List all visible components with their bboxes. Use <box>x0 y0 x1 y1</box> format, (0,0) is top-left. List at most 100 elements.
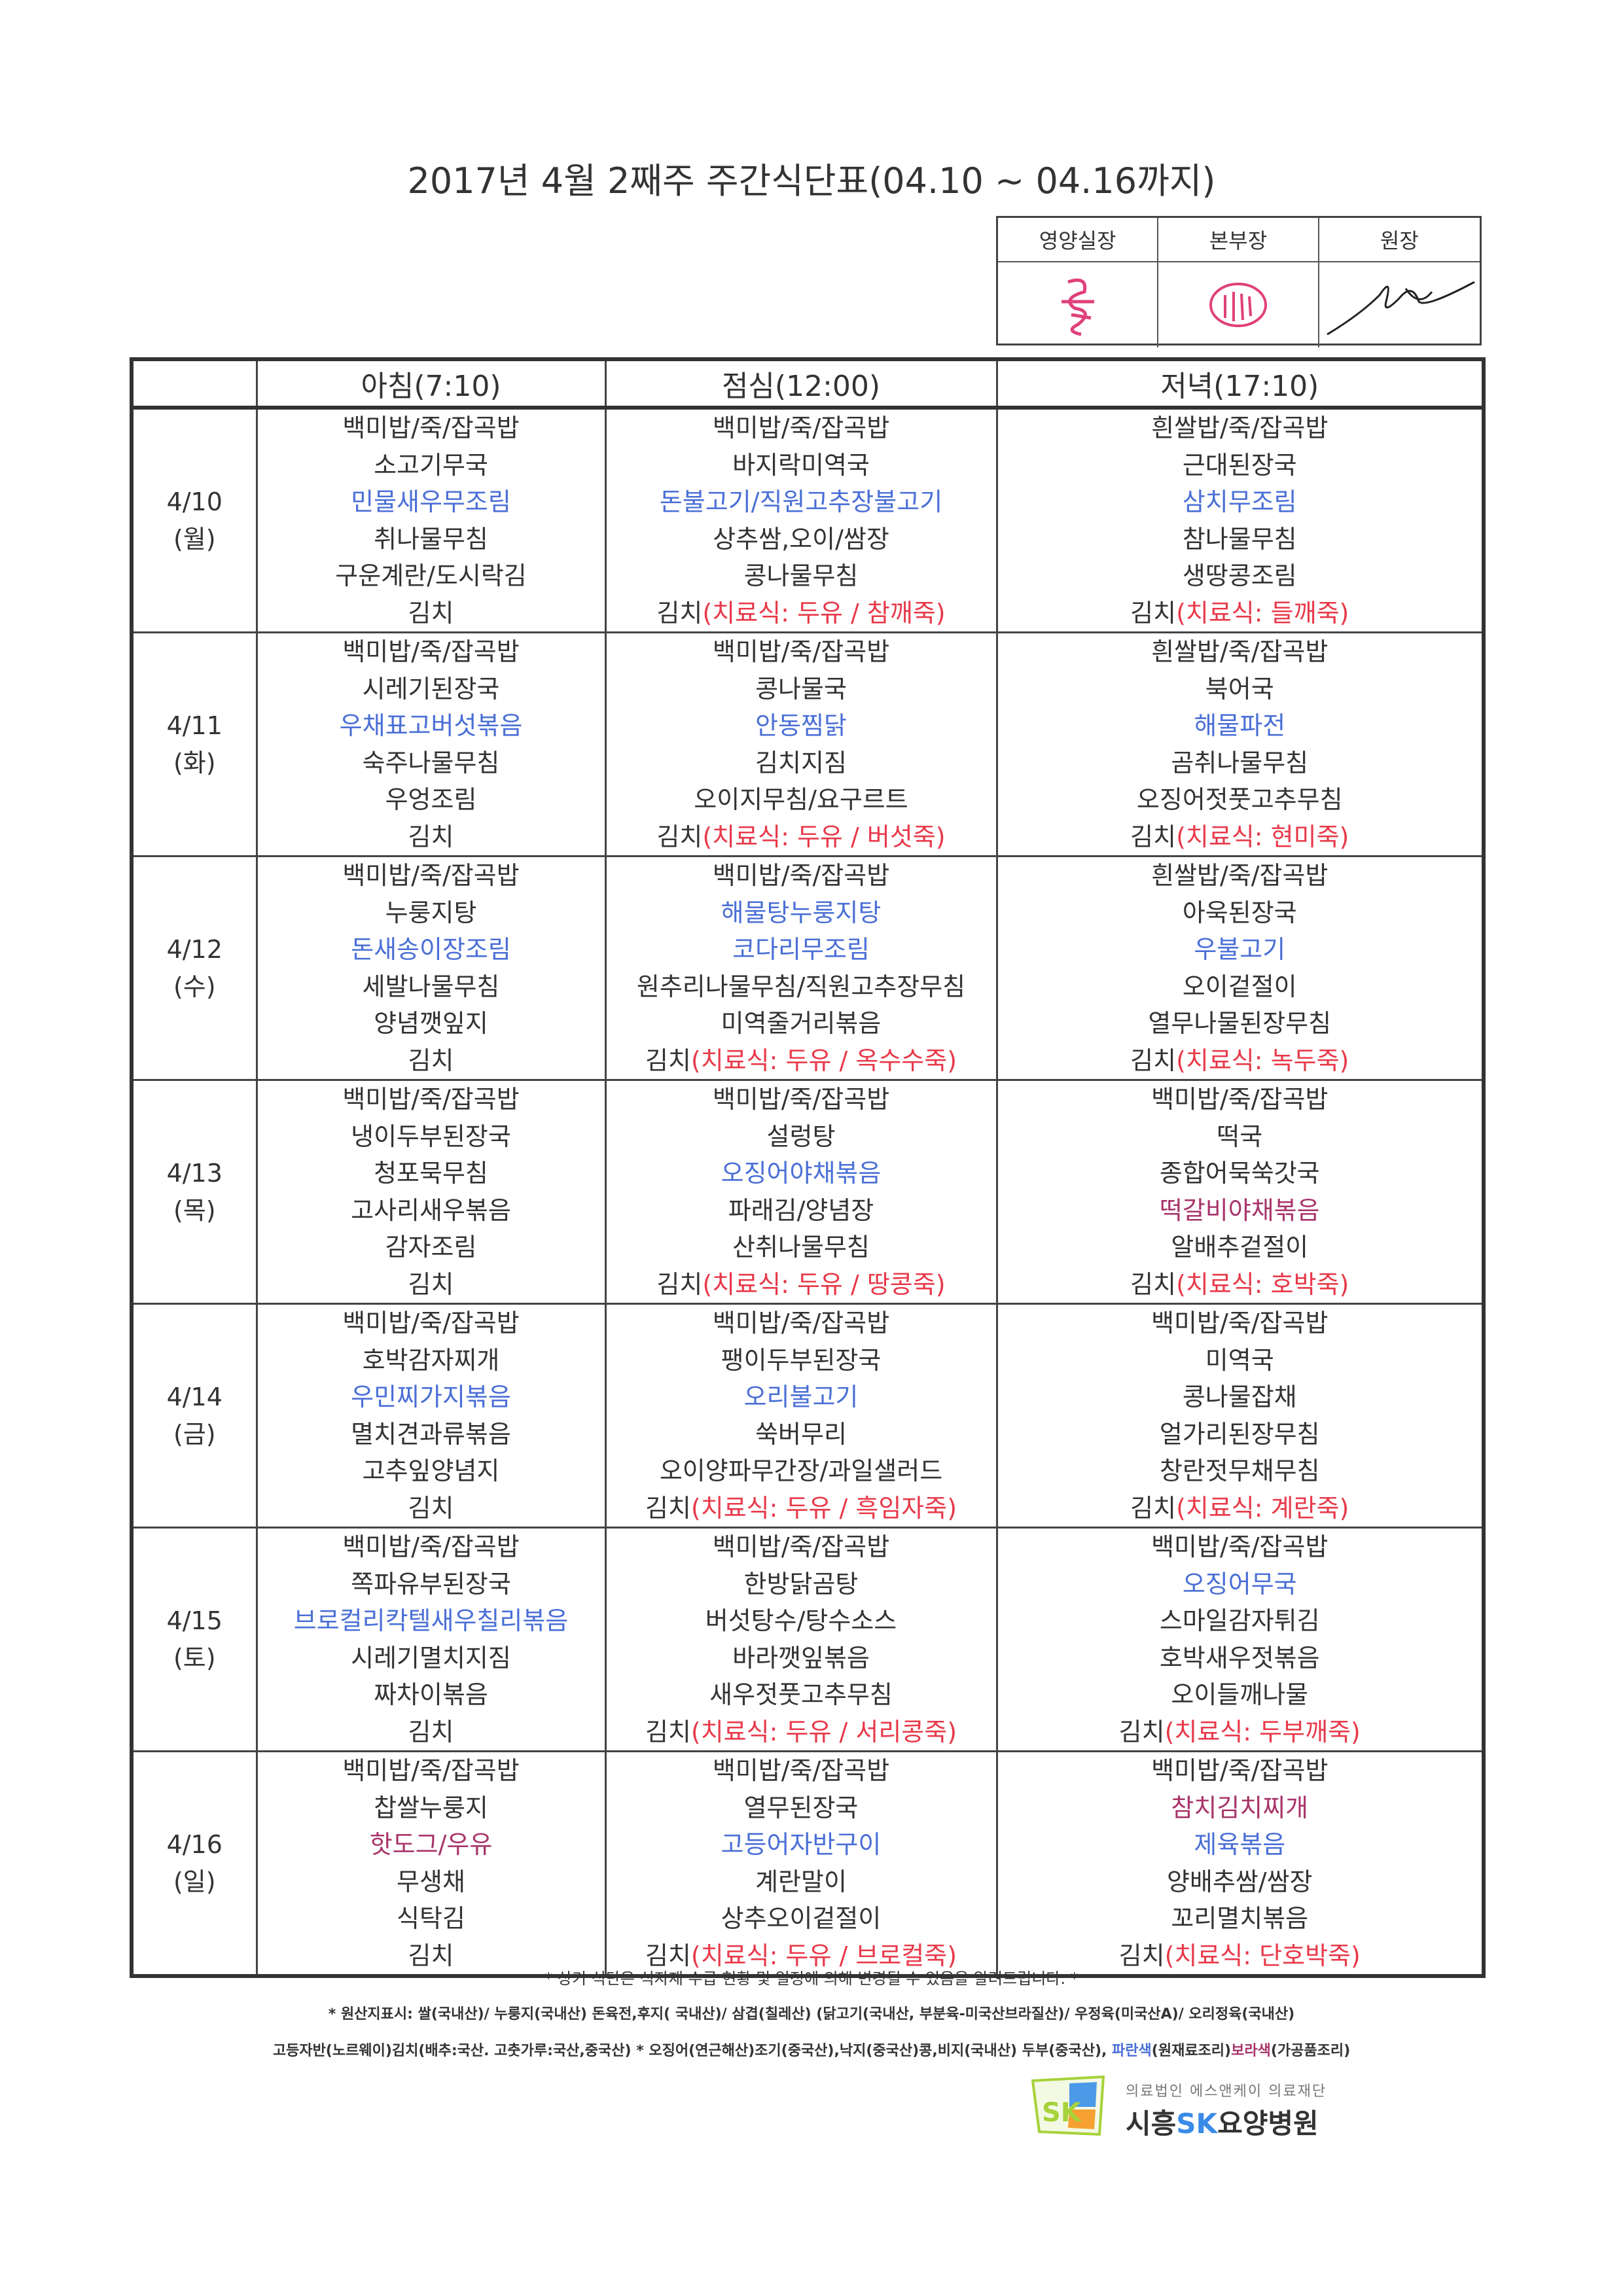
menu-item-text: 백미밥/죽/잡곡밥 <box>342 1532 520 1561</box>
menu-item: 김치(치료식: 두유 / 흑임자죽) <box>607 1490 996 1527</box>
menu-item-text: 흰쌀밥/죽/잡곡밥 <box>1151 414 1329 442</box>
date: 4/13 <box>166 1159 223 1188</box>
menu-item-text: 창란젓무채무침 <box>1159 1457 1320 1485</box>
menu-item-text: 한방닭곰탕 <box>743 1569 859 1598</box>
date: 4/16 <box>166 1830 223 1859</box>
menu-item: 안동찜닭 <box>607 707 996 745</box>
menu-item: 쪽파유부된장국 <box>258 1566 605 1603</box>
menu-item: 삼치무조림 <box>998 484 1482 521</box>
menu-item-text: 오이들깨나물 <box>1171 1680 1309 1709</box>
menu-item-text: 우불고기 <box>1194 935 1286 964</box>
menu-item: 시레기멸치지짐 <box>258 1640 605 1677</box>
menu-item-text: 오이지무침/요구르트 <box>694 785 908 814</box>
hospital-name: 시흥SK요양병원 <box>1126 2102 1319 2142</box>
day-row: 4/14 (금) 백미밥/죽/잡곡밥 호박감자찌개 우민찌가지볶음 멸치견과류볶음 고추잎양… <box>130 1303 1485 1528</box>
menu-item-text: 세발나물무침 <box>362 972 500 1001</box>
menu-item-text: 백미밥/죽/잡곡밥 <box>342 414 520 442</box>
menu-item: 돈불고기/직원고추장불고기 <box>607 484 996 521</box>
menu-item-text: 김치 <box>408 1269 454 1299</box>
date: 4/12 <box>166 935 223 964</box>
menu-item-text: 콩나물잡채 <box>1182 1383 1297 1411</box>
menu-item: 찹쌀누룽지 <box>258 1790 605 1827</box>
menu-item: 해물탕누룽지탕 <box>607 894 996 932</box>
menu-item: 상추쌈,오이/쌈장 <box>607 521 996 558</box>
menu-item: 스마일감자튀김 <box>998 1602 1482 1640</box>
header-dinner: 저녁(17:10) <box>995 358 1485 410</box>
menu-item-text: 백미밥/죽/잡곡밥 <box>712 861 890 890</box>
menu-item-text: 백미밥/죽/잡곡밥 <box>712 637 890 666</box>
menu-item: 김치(치료식: 두부깨죽) <box>998 1714 1482 1751</box>
menu-item: 얼가리된장무침 <box>998 1416 1482 1453</box>
menu-item-text: 고등어자반구이 <box>721 1830 882 1859</box>
menu-item: 파래김/양념장 <box>607 1192 996 1229</box>
menu-item-text: 구운계란/도시락김 <box>335 561 527 590</box>
breakfast-cell: 백미밥/죽/잡곡밥 시레기된장국 우채표고버섯볶음 숙주나물무침 우엉조림 김치 <box>255 631 607 857</box>
table-header-row: 아침(7:10) 점심(12:00) 저녁(17:10) <box>130 358 1485 410</box>
dinner-cell: 흰쌀밥/죽/잡곡밥 아욱된장국 우불고기 오이겉절이 열무나물된장무침 김치(치료식: 녹… <box>995 855 1485 1081</box>
menu-item: 멸치견과류볶음 <box>258 1416 605 1453</box>
menu-item-text: 김치 <box>645 1941 691 1970</box>
approval-header-director: 본부장 <box>1158 218 1319 262</box>
menu-item-text: 오이양파무간장/과일샐러드 <box>659 1457 943 1485</box>
menu-item-text: 새우젓풋고추무침 <box>709 1680 893 1709</box>
menu-item-text: 돈새송이장조림 <box>351 935 511 964</box>
menu-item-text: 양념깻잎지 <box>374 1009 488 1038</box>
menu-item: 누룽지탕 <box>258 894 605 932</box>
menu-item-text: 열무나물된장무침 <box>1148 1009 1332 1038</box>
menu-item: 제육볶음 <box>998 1826 1482 1863</box>
menu-item: 김치(치료식: 계란죽) <box>998 1490 1482 1527</box>
lunch-cell: 백미밥/죽/잡곡밥 해물탕누룽지탕 코다리무조림 원추리나물무침/직원고추장무침 미역줄… <box>604 855 998 1081</box>
menu-item: 콩나물무침 <box>607 557 996 595</box>
signature-chief <box>1319 262 1480 347</box>
menu-item: 김치(치료식: 두유 / 옥수수죽) <box>607 1042 996 1080</box>
menu-item: 백미밥/죽/잡곡밥 <box>607 857 996 894</box>
lunch-cell: 백미밥/죽/잡곡밥 팽이두부된장국 오리불고기 쑥버무리 오이양파무간장/과일샐러드 김치… <box>604 1303 998 1528</box>
menu-item: 열무나물된장무침 <box>998 1005 1482 1042</box>
menu-item: 오징어야채볶음 <box>607 1155 996 1192</box>
menu-item: 오이들깨나물 <box>998 1676 1482 1714</box>
breakfast-cell: 백미밥/죽/잡곡밥 찹쌀누룽지 핫도그/우유 무생채 식탁김 김치 <box>255 1750 607 1977</box>
menu-item: 시레기된장국 <box>258 671 605 708</box>
menu-item-text: 백미밥/죽/잡곡밥 <box>1151 1532 1329 1561</box>
menu-item-text: 참나물무침 <box>1182 524 1297 554</box>
menu-item-text: 알배추겉절이 <box>1171 1233 1309 1262</box>
menu-item-text: 팽이두부된장국 <box>721 1345 882 1375</box>
menu-item-text: 오징어야채볶음 <box>721 1159 882 1188</box>
menu-item-text: 스마일감자튀김 <box>1159 1606 1320 1635</box>
dinner-cell: 흰쌀밥/죽/잡곡밥 근대된장국 삼치무조림 참나물무침 생땅콩조림 김치(치료식: 들깨죽… <box>995 406 1485 633</box>
menu-item-text: 쑥버무리 <box>755 1419 847 1449</box>
menu-item-text: 김치 <box>408 1493 454 1523</box>
menu-item-text: 짜차이볶음 <box>374 1680 488 1709</box>
weekday: (화) <box>173 748 216 777</box>
menu-item-text: 무생채 <box>397 1867 465 1896</box>
menu-item-text: 취나물무침 <box>374 524 488 554</box>
date-cell: 4/13 (목) <box>130 1079 258 1305</box>
therapeutic-diet-note: (치료식: 단호박죽) <box>1164 1941 1361 1970</box>
menu-item: 김치(치료식: 현미죽) <box>998 819 1482 856</box>
menu-item: 떡갈비야채볶음 <box>998 1192 1482 1229</box>
menu-item-text: 김치 <box>1130 1493 1177 1523</box>
weekday: (월) <box>173 524 216 554</box>
menu-item-text: 종합어묵쑥갓국 <box>1159 1159 1320 1188</box>
menu-item: 구운계란/도시락김 <box>258 557 605 595</box>
menu-item: 김치(치료식: 녹두죽) <box>998 1042 1482 1080</box>
menu-item: 백미밥/죽/잡곡밥 <box>607 633 996 671</box>
menu-item: 흰쌀밥/죽/잡곡밥 <box>998 633 1482 671</box>
menu-item: 우민찌가지볶음 <box>258 1379 605 1416</box>
breakfast-cell: 백미밥/죽/잡곡밥 쪽파유부된장국 브로컬리칵텔새우칠리볶음 시레기멸치지짐 짜차이볶음… <box>255 1527 607 1752</box>
weekday: (일) <box>173 1867 216 1896</box>
lunch-cell: 백미밥/죽/잡곡밥 바지락미역국 돈불고기/직원고추장불고기 상추쌈,오이/쌈장 콩나물… <box>604 406 998 633</box>
menu-item: 호박감자찌개 <box>258 1342 605 1379</box>
approval-header-nutrition: 영양실장 <box>998 218 1159 262</box>
therapeutic-diet-note: (치료식: 녹두죽) <box>1176 1046 1349 1075</box>
menu-item-text: 얼가리된장무침 <box>1159 1419 1320 1449</box>
menu-item-text: 생땅콩조림 <box>1182 561 1297 590</box>
menu-item-text: 백미밥/죽/잡곡밥 <box>712 1309 890 1337</box>
menu-item: 계란말이 <box>607 1863 996 1901</box>
menu-item: 버섯탕수/탕수소스 <box>607 1602 996 1640</box>
menu-item-text: 떡갈비야채볶음 <box>1159 1195 1320 1225</box>
menu-item-text: 시레기된장국 <box>362 674 500 703</box>
hospital-name-sk: SK <box>1176 2108 1218 2140</box>
menu-item: 김치 <box>258 1937 605 1975</box>
menu-item-text: 김치 <box>408 1046 454 1075</box>
